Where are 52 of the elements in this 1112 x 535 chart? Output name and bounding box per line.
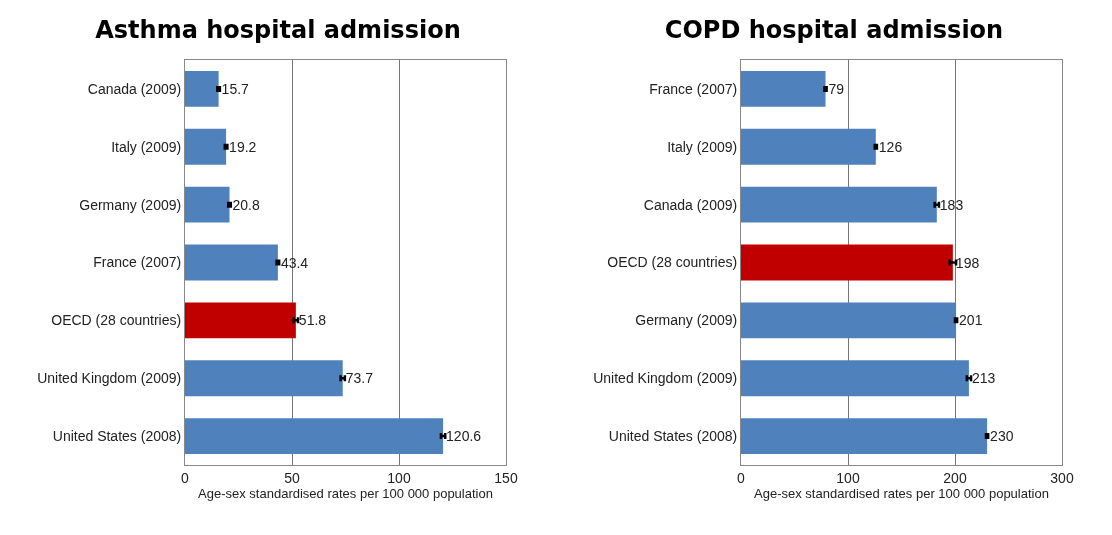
x-tick-label: 50 bbox=[284, 469, 300, 486]
data-label: 19.2 bbox=[229, 138, 257, 155]
chart-title: COPD hospital admission bbox=[664, 16, 1004, 45]
x-tick-label: 300 bbox=[1050, 469, 1074, 486]
y-tick-label: Germany (2009) bbox=[635, 312, 738, 329]
y-tick-label: United Kingdom (2009) bbox=[37, 370, 182, 387]
data-label: 201 bbox=[959, 312, 983, 329]
x-tick-label: 0 bbox=[181, 469, 190, 486]
data-label: 120.6 bbox=[446, 428, 482, 445]
y-tick-label: France (2007) bbox=[649, 80, 738, 97]
x-tick-label: 200 bbox=[943, 469, 967, 486]
y-tick-label: OECD (28 countries) bbox=[607, 254, 738, 271]
bar bbox=[185, 186, 230, 223]
data-label: 230 bbox=[990, 428, 1014, 445]
bar bbox=[185, 418, 444, 455]
y-tick-label: Italy (2009) bbox=[111, 138, 182, 155]
y-tick-label: Canada (2009) bbox=[643, 196, 738, 213]
y-tick-label: United States (2008) bbox=[52, 427, 182, 444]
x-tick-label: 100 bbox=[836, 469, 860, 486]
bar bbox=[185, 360, 343, 397]
x-axis-title: Age-sex standardised rates per 100 000 population bbox=[198, 486, 493, 502]
bar bbox=[741, 186, 937, 223]
data-label: 213 bbox=[971, 370, 996, 387]
x-tick-label: 150 bbox=[494, 469, 518, 486]
data-label: 79 bbox=[828, 80, 845, 97]
data-label: 20.8 bbox=[232, 196, 260, 213]
y-tick-label: United States (2008) bbox=[608, 427, 738, 444]
data-label: 51.8 bbox=[298, 312, 327, 329]
bar bbox=[741, 302, 957, 339]
data-label: 198 bbox=[955, 254, 980, 271]
bar bbox=[185, 128, 227, 165]
data-label: 126 bbox=[878, 138, 903, 155]
bar bbox=[741, 128, 876, 165]
y-tick-label: OECD (28 countries) bbox=[51, 312, 182, 329]
bar bbox=[741, 360, 969, 397]
y-tick-label: France (2007) bbox=[93, 254, 182, 271]
x-axis-title: Age-sex standardised rates per 100 000 population bbox=[754, 486, 1049, 502]
bar bbox=[185, 244, 278, 281]
bar bbox=[741, 418, 988, 455]
chart-title: Asthma hospital admission bbox=[95, 16, 461, 45]
bar bbox=[741, 244, 953, 281]
x-tick-label: 0 bbox=[737, 469, 746, 486]
x-tick-label: 100 bbox=[387, 469, 411, 486]
bar bbox=[185, 70, 219, 107]
y-tick-label: Germany (2009) bbox=[79, 196, 182, 213]
y-tick-label: United Kingdom (2009) bbox=[593, 370, 738, 387]
y-tick-label: Canada (2009) bbox=[87, 80, 182, 97]
bar bbox=[741, 70, 826, 107]
y-tick-label: Italy (2009) bbox=[667, 138, 738, 155]
bar bbox=[185, 302, 296, 339]
data-label: 73.7 bbox=[345, 370, 374, 387]
data-label: 15.7 bbox=[221, 80, 250, 97]
